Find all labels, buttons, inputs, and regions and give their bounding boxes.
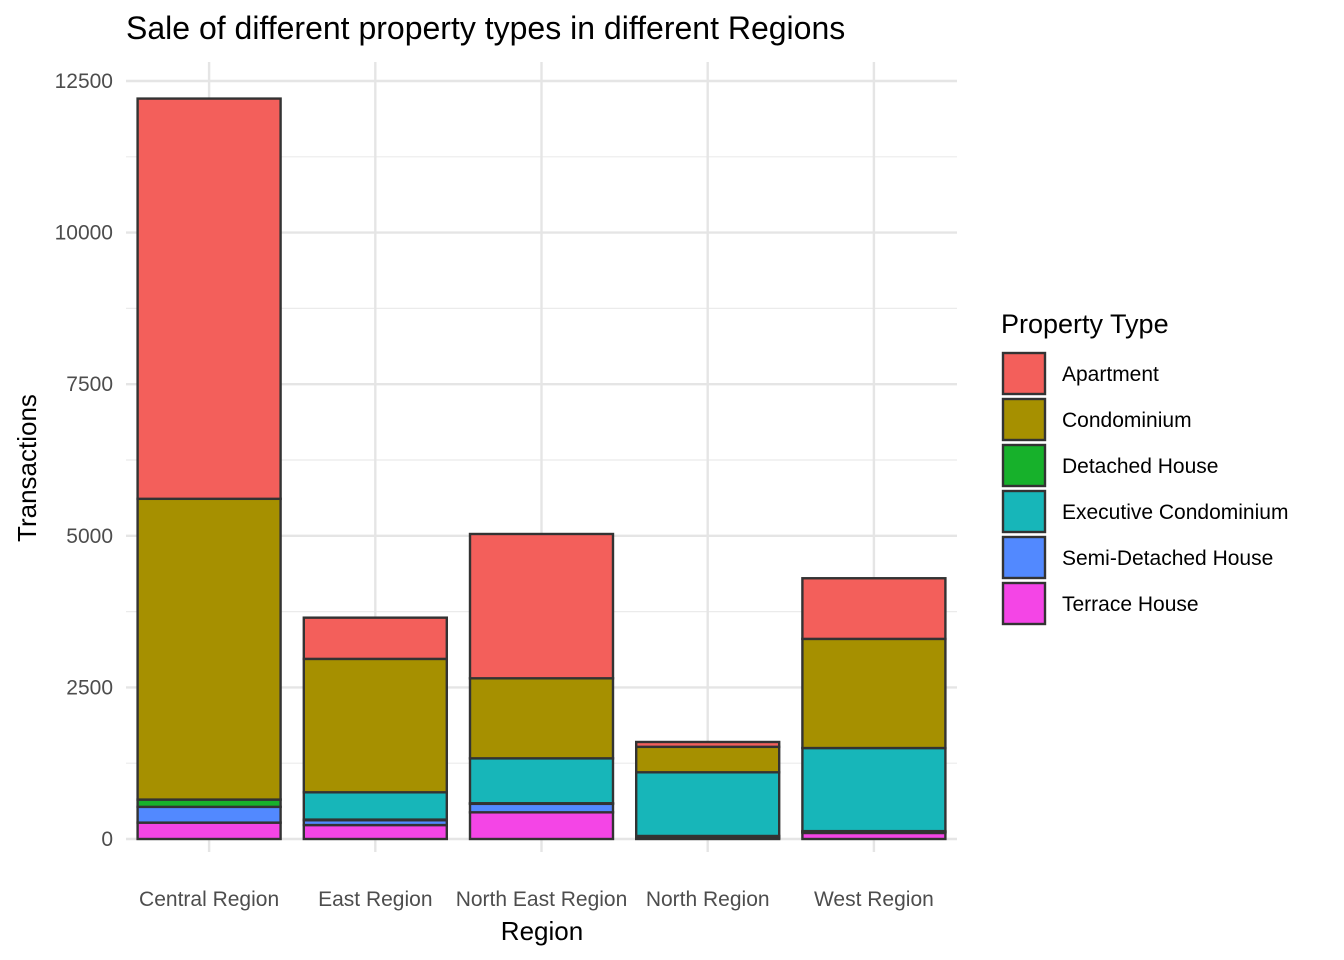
bar-segment — [468, 532, 615, 680]
legend-label: Executive Condominium — [1062, 501, 1288, 524]
legend-swatch — [1001, 351, 1047, 396]
y-tick-label: 10000 — [55, 222, 113, 245]
bar-segment — [468, 802, 615, 814]
bar-segment — [302, 616, 448, 661]
x-tick-label: Central Region — [139, 888, 279, 911]
bar-segment — [136, 805, 282, 824]
x-axis-title: Region — [501, 916, 583, 946]
bars — [136, 97, 947, 841]
legend-swatch — [1001, 397, 1047, 442]
legend-swatch — [1001, 581, 1047, 626]
y-tick-label: 7500 — [66, 373, 113, 396]
legend-title: Property Type — [1001, 309, 1169, 339]
bar-segment — [302, 791, 448, 821]
y-tick-label: 2500 — [66, 676, 113, 699]
y-tick-label: 0 — [101, 828, 113, 851]
bar-segment — [635, 740, 781, 749]
legend-label: Apartment — [1062, 363, 1159, 386]
legend-swatch — [1001, 443, 1047, 488]
bar-segment — [801, 577, 947, 641]
bar-segment — [302, 823, 448, 841]
legend-label: Condominium — [1062, 409, 1192, 432]
x-tick-label: East Region — [318, 888, 432, 911]
x-tick-label: North Region — [646, 888, 770, 911]
bar-segment — [302, 657, 448, 794]
bar-segment — [635, 745, 781, 774]
legend-items: Apartment Condominium Detached House Execut… — [1001, 351, 1288, 626]
y-axis-ticks: 0 2500 5000 7500 10000 12500 — [55, 70, 113, 851]
x-axis-ticks: Central Region East Region North East Regi… — [139, 888, 934, 911]
y-tick-label: 12500 — [55, 70, 113, 93]
legend: Property Type Apartment Condominium Detach… — [1001, 309, 1288, 626]
legend-swatch — [1001, 535, 1047, 580]
bar-segment — [801, 746, 947, 833]
legend-label: Detached House — [1062, 455, 1218, 478]
legend-label: Semi-Detached House — [1062, 547, 1273, 570]
bar-segment — [468, 677, 615, 760]
bar-segment — [136, 97, 282, 501]
x-tick-label: West Region — [814, 888, 934, 911]
chart-title: Sale of different property types in diff… — [126, 10, 845, 46]
bar-segment — [468, 757, 615, 805]
bar-segment — [468, 811, 615, 841]
x-tick-label: North East Region — [456, 888, 628, 911]
legend-label: Terrace House — [1062, 593, 1199, 616]
y-tick-label: 5000 — [66, 525, 113, 548]
bar-segment — [136, 821, 282, 841]
legend-swatch — [1001, 489, 1047, 534]
bar-segment — [136, 497, 282, 801]
y-axis-title: Transactions — [12, 394, 42, 542]
bar-segment — [635, 771, 781, 838]
bar-segment — [801, 637, 947, 750]
